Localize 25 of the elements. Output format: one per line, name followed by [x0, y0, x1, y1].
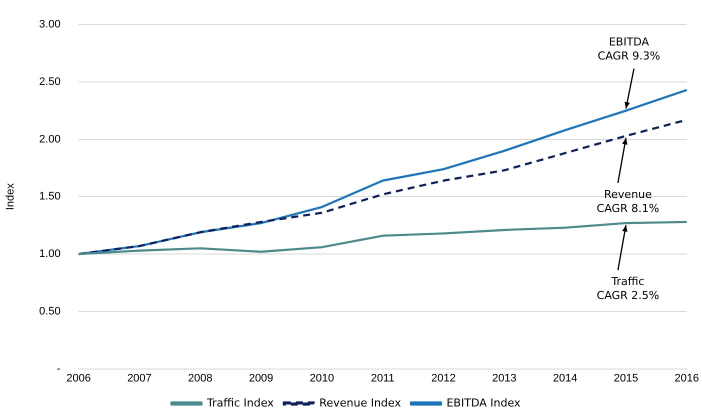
y-tick-label: 0.50	[39, 305, 61, 318]
x-tick-label: 2010	[310, 372, 334, 384]
y-axis-title: Index	[4, 182, 17, 210]
x-tick-label: 2008	[188, 372, 212, 384]
x-tick-label: 2013	[492, 372, 517, 384]
x-tick-label: 2006	[66, 372, 91, 384]
x-tick-label: 2016	[674, 372, 700, 384]
x-tick-label: 2007	[127, 372, 152, 384]
x-tick-label: 2012	[431, 372, 456, 384]
x-tick-label: 2011	[370, 372, 395, 384]
annotation: Revenue CAGR 8.1%	[596, 188, 660, 215]
y-tick-label: 1.00	[39, 248, 61, 260]
x-tick-label: 2014	[552, 372, 578, 384]
annotation: Traffic CAGR 2.5%	[596, 274, 660, 302]
legend-label: Traffic Index	[206, 396, 274, 410]
y-tick-label: 1.50	[39, 190, 61, 203]
y-tick-label: 2.00	[39, 133, 61, 146]
legend-label: EBITDA Index	[446, 396, 522, 410]
annotation: EBITDA CAGR 9.3%	[598, 36, 660, 63]
y-tick-label: 2.50	[39, 76, 61, 88]
y-tick-label: -	[56, 362, 61, 375]
y-tick-label: 3.00	[39, 18, 61, 31]
x-tick-label: 2009	[248, 372, 274, 384]
x-tick-label: 2015	[614, 372, 638, 384]
legend-label: Revenue Index	[319, 396, 402, 410]
